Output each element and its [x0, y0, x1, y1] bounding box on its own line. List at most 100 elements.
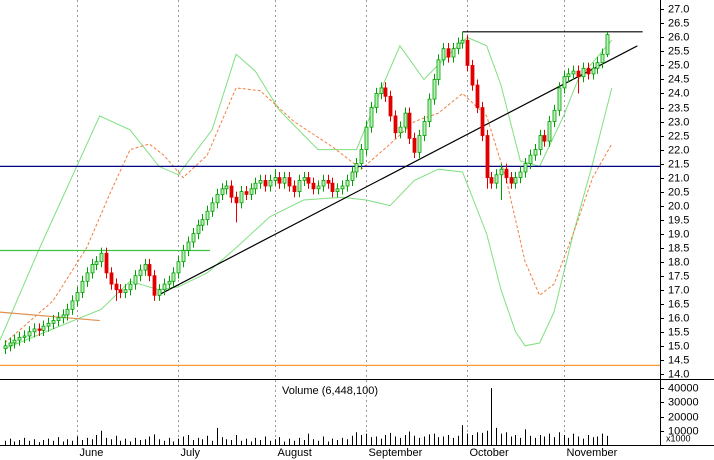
candle-body — [249, 188, 254, 195]
x-tick-label: September — [369, 447, 423, 459]
candle-body — [485, 135, 490, 178]
candle-body — [70, 300, 75, 310]
y-tick-label: 23.5 — [668, 102, 689, 114]
candle-body — [475, 84, 480, 108]
candle-body — [523, 163, 528, 173]
candle-body — [263, 179, 268, 187]
candle-body — [595, 62, 600, 69]
candle-body — [441, 48, 446, 61]
candle-body — [143, 264, 148, 271]
y-tick-label: 18.0 — [668, 256, 689, 268]
candle-body — [133, 275, 138, 285]
candle-body — [118, 289, 123, 293]
candle-body — [200, 219, 205, 226]
candle-body — [32, 328, 37, 333]
y-tick-label: 24.5 — [668, 73, 689, 85]
candle-body — [417, 135, 422, 153]
candle-body — [75, 292, 80, 302]
candle-body — [480, 107, 485, 136]
y-tick-label: 15.5 — [668, 326, 689, 338]
candle-body — [407, 112, 412, 139]
x-tick-label: June — [80, 447, 104, 459]
y-tick-label: 19.0 — [668, 228, 689, 240]
candle-body — [446, 48, 451, 58]
candle-body — [167, 280, 172, 285]
candle-body — [85, 272, 90, 282]
candle-body — [403, 112, 408, 128]
candle-body — [56, 317, 61, 321]
candle-body — [224, 185, 229, 190]
candle-body — [239, 191, 244, 204]
candle-body — [605, 34, 610, 55]
candle-body — [51, 320, 56, 324]
y-tick-label: 17.0 — [668, 284, 689, 296]
candle-body — [215, 194, 220, 204]
y-tick-label: 20.5 — [668, 186, 689, 198]
y-tick-label: 25.5 — [668, 45, 689, 57]
candle-body — [268, 179, 273, 187]
candle-body — [562, 76, 567, 89]
candle-body — [8, 342, 13, 347]
candle-body — [244, 191, 249, 195]
candle-body — [176, 261, 181, 274]
candle-body — [586, 67, 591, 75]
x-tick-label: July — [181, 447, 201, 459]
candle-body — [229, 185, 234, 198]
y-tick-label: 10000 — [668, 425, 699, 437]
candle-body — [22, 335, 27, 338]
y-tick-label: 30000 — [668, 396, 699, 408]
candle-body — [41, 325, 46, 331]
candle-body — [46, 322, 51, 327]
y-tick-label: 40000 — [668, 382, 699, 394]
candle-body — [253, 182, 258, 190]
candle-body — [302, 177, 307, 181]
candle-body — [186, 241, 191, 251]
y-tick-label: 24.0 — [668, 87, 689, 99]
candle-body — [581, 67, 586, 78]
candle-body — [509, 177, 514, 184]
candle-body — [3, 345, 8, 349]
candle-body — [273, 177, 278, 181]
candle-body — [311, 182, 316, 190]
candle-body — [104, 252, 109, 274]
candle-body — [94, 261, 99, 265]
candle-body — [90, 264, 95, 274]
candle-body — [538, 135, 543, 150]
candle-body — [321, 179, 326, 187]
y-tick-label: 14.0 — [668, 368, 689, 380]
candle-body — [422, 121, 427, 136]
candle-body — [557, 87, 562, 111]
candle-body — [234, 196, 239, 204]
candle-body — [465, 39, 470, 66]
candle-body — [220, 188, 225, 195]
candle-body — [99, 252, 104, 263]
candle-body — [114, 283, 119, 291]
candle-body — [181, 250, 186, 263]
candle-body — [528, 154, 533, 164]
candle-body — [456, 42, 461, 50]
y-tick-label: 18.5 — [668, 242, 689, 254]
y-tick-label: 21.0 — [668, 172, 689, 184]
candle-body — [547, 121, 552, 142]
candle-body — [354, 163, 359, 173]
candle-body — [374, 93, 379, 108]
candle-body — [128, 283, 133, 291]
candle-body — [576, 70, 581, 78]
candle-body — [533, 149, 538, 156]
candle-body — [277, 177, 282, 184]
y-tick-label: 26.5 — [668, 17, 689, 29]
candle-body — [109, 272, 114, 285]
candle-body — [470, 65, 475, 86]
trend-line — [157, 45, 638, 296]
candle-body — [330, 182, 335, 193]
candle-body — [340, 185, 345, 190]
candle-body — [383, 87, 388, 97]
candle-body — [157, 289, 162, 296]
y-tick-label: 25.0 — [668, 59, 689, 71]
candle-body — [191, 233, 196, 243]
x-tick-label: August — [278, 447, 312, 459]
candle-body — [566, 73, 571, 78]
candle-body — [147, 264, 152, 277]
candle-body — [513, 177, 518, 184]
